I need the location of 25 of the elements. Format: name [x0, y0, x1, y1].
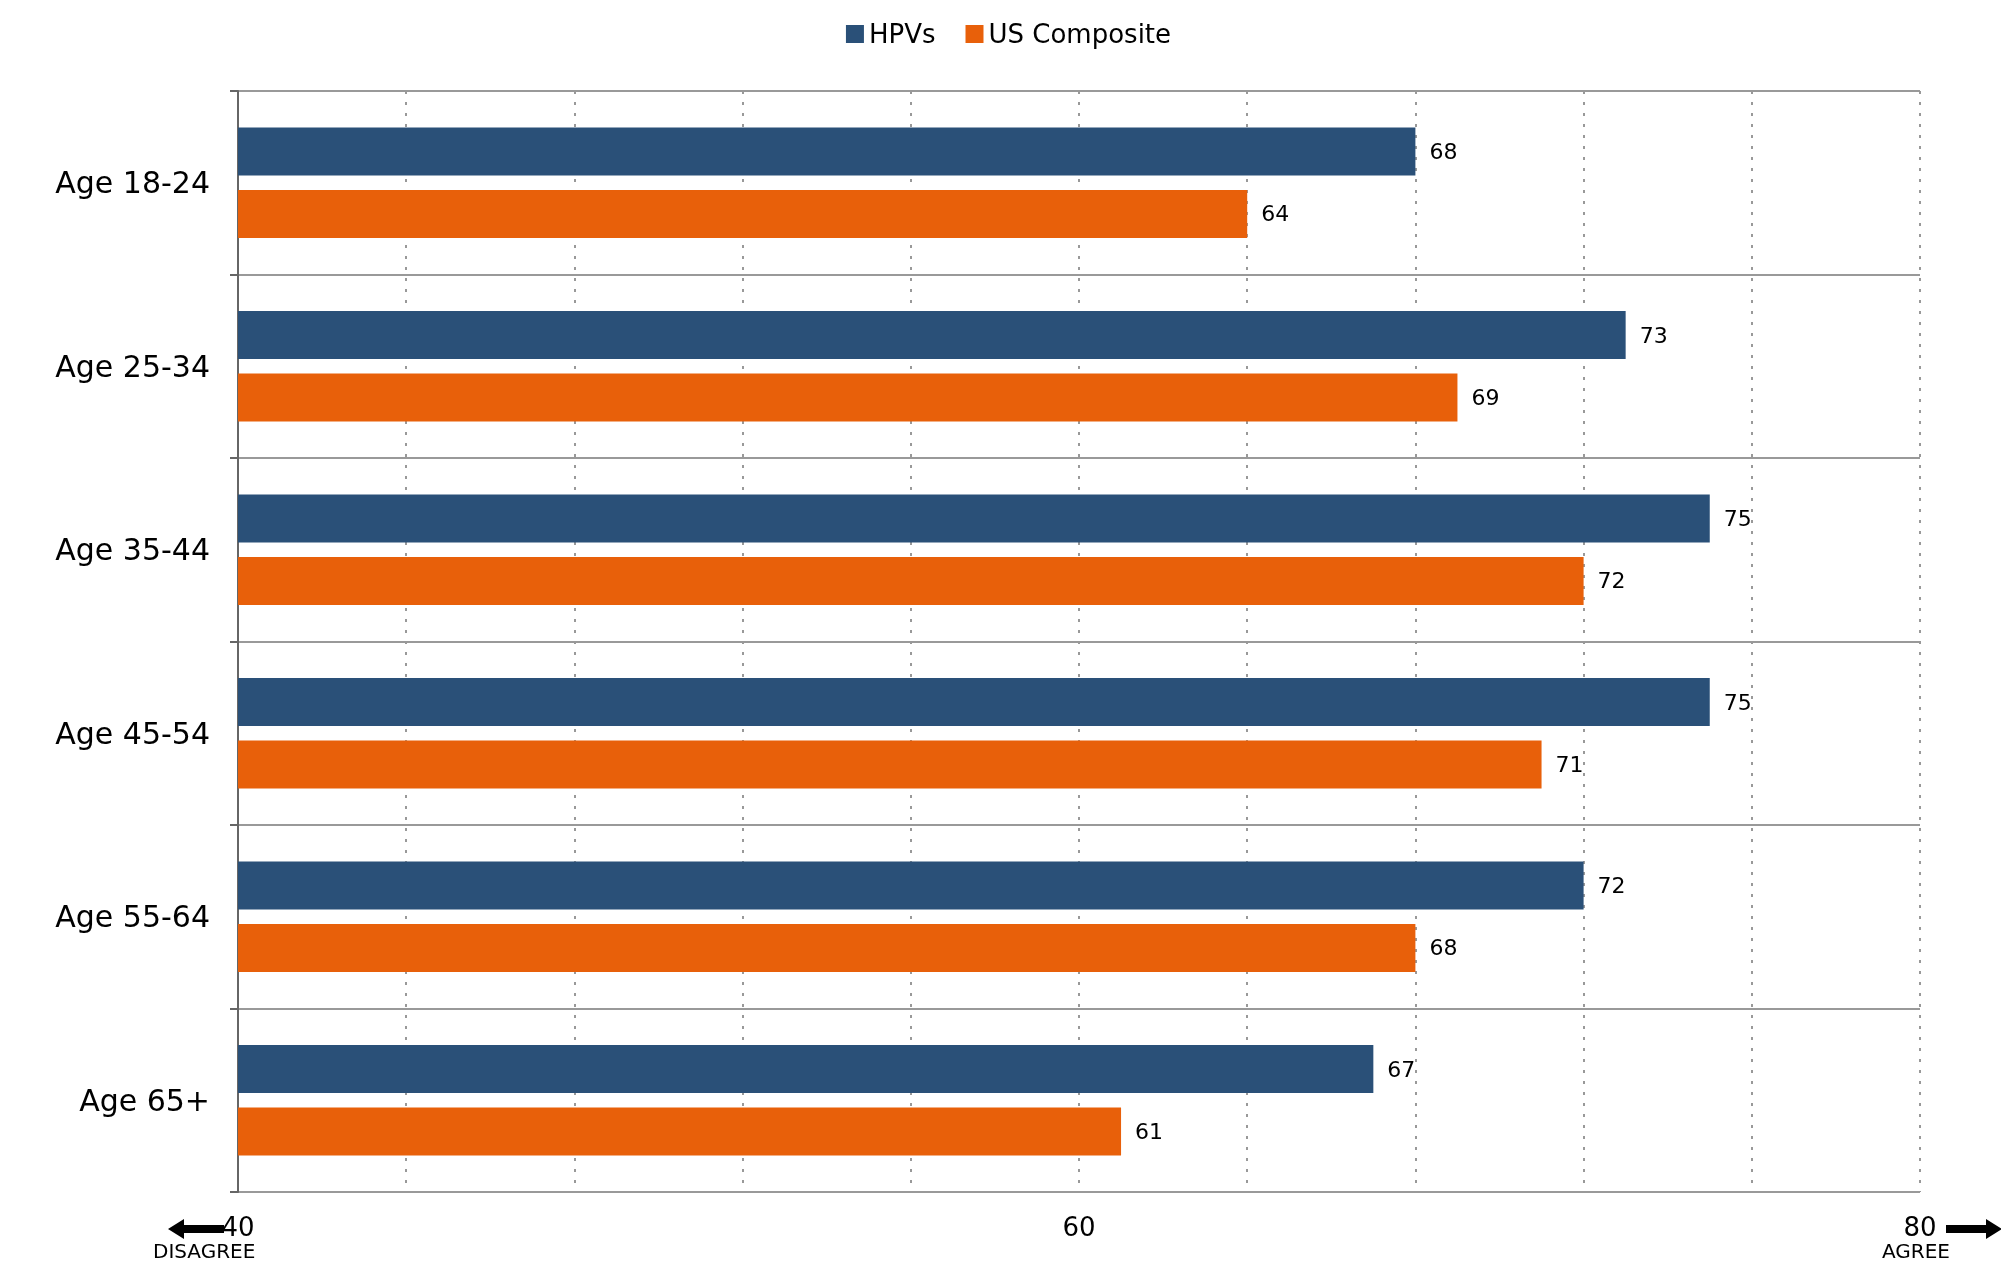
- data-label: 67: [1387, 1056, 1416, 1082]
- data-label: 64: [1261, 201, 1290, 227]
- y-tick-label: Age 65+: [79, 1082, 210, 1118]
- y-tick-label: Age 45-54: [55, 715, 210, 751]
- y-tick-label: Age 25-34: [55, 348, 210, 384]
- data-label: 61: [1135, 1118, 1164, 1144]
- data-label: 69: [1471, 384, 1500, 410]
- x-tick-label: 40: [221, 1212, 255, 1242]
- data-label: 75: [1723, 689, 1752, 715]
- y-tick-label: Age 18-24: [55, 165, 210, 201]
- x-tick-label: 60: [1062, 1212, 1096, 1242]
- data-label: 75: [1723, 506, 1752, 532]
- legend-label: HPVs: [868, 19, 936, 49]
- text: AGREE: [1882, 1239, 1950, 1263]
- y-tick-label: Age 55-64: [55, 899, 210, 935]
- data-label: 71: [1555, 751, 1584, 777]
- x-tick-label: 80: [1903, 1212, 1937, 1242]
- legend-label: US Composite: [988, 19, 1172, 49]
- data-label: 72: [1597, 873, 1626, 899]
- data-label: 68: [1429, 935, 1458, 961]
- data-label: 73: [1639, 322, 1668, 348]
- data-label: 68: [1429, 139, 1458, 165]
- data-label: 72: [1597, 568, 1626, 594]
- text: DISAGREE: [153, 1239, 256, 1263]
- y-tick-label: Age 35-44: [55, 532, 210, 568]
